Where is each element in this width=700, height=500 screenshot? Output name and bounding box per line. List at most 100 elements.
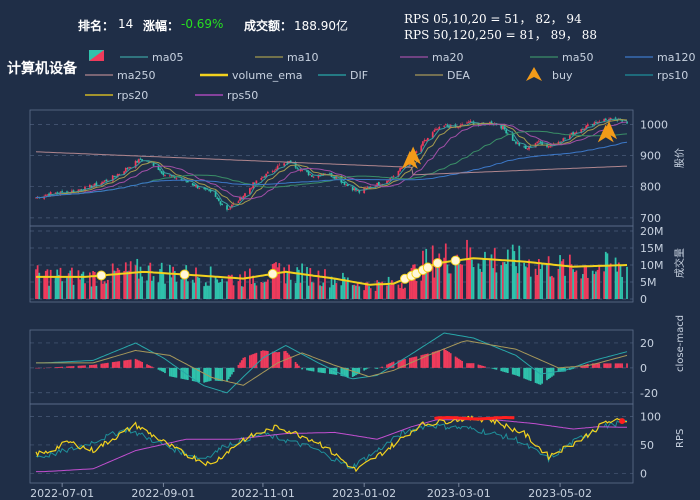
macd-hist-bar: [175, 367, 178, 378]
volume-bar: [255, 285, 258, 299]
volume-bar: [332, 284, 335, 299]
volume-bar: [619, 265, 622, 299]
price-candle: [438, 126, 441, 130]
macd-hist-bar: [276, 352, 279, 368]
price-candle: [139, 158, 142, 160]
volume-bar: [431, 245, 434, 299]
rps-tick-label: 100: [640, 411, 661, 424]
volume-bar: [160, 262, 163, 299]
price-candle: [570, 132, 573, 136]
macd-hist-bar: [306, 367, 308, 371]
macd-hist-bar: [67, 366, 70, 368]
volume-bar: [191, 279, 194, 299]
volume-bar: [128, 270, 130, 299]
volume-bar: [239, 274, 241, 299]
x-tick-label: 2022-11-01: [231, 487, 295, 500]
macd-hist-bar: [572, 367, 574, 369]
macd-hist-bar: [456, 357, 459, 368]
macd-hist-bar: [168, 367, 171, 377]
volume-bar: [147, 265, 150, 299]
macd-hist-bar: [137, 360, 140, 368]
volume-bar: [193, 282, 196, 299]
volume-bar: [294, 283, 297, 299]
macd-hist-bar: [35, 367, 37, 369]
volume-bar: [557, 268, 560, 299]
price-candle: [467, 122, 470, 123]
volume-bar: [606, 253, 609, 299]
macd-hist-bar: [606, 363, 609, 368]
volume-bar: [534, 268, 537, 299]
macd-hist-bar: [115, 361, 117, 368]
volume-tick-label: 15M: [640, 242, 664, 255]
price-candle: [477, 124, 480, 126]
volume-bar: [472, 267, 475, 299]
rps50-line: [36, 418, 628, 473]
macd-hist-bar: [90, 364, 93, 368]
macd-hist-bar: [217, 367, 220, 381]
price-candle: [95, 182, 98, 186]
price-candle: [289, 160, 292, 164]
macd-hist-bar: [95, 364, 98, 368]
macd-hist-bar: [77, 365, 80, 368]
volume-bar: [92, 271, 95, 299]
volume-bar: [129, 261, 132, 299]
volume-bar: [345, 281, 348, 299]
macd-hist-bar: [173, 367, 176, 378]
volume-bar: [443, 257, 446, 299]
macd-hist-bar: [536, 367, 539, 384]
macd-hist-bar: [604, 363, 607, 368]
volume-bar: [89, 272, 91, 299]
volume-bar: [141, 276, 143, 299]
price-candle: [185, 180, 188, 182]
volume-bar: [389, 284, 392, 299]
price-candle: [312, 176, 315, 178]
macd-hist-bar: [69, 366, 72, 368]
macd-hist-bar: [232, 367, 235, 373]
price-candle: [152, 163, 155, 166]
volume-bar: [157, 282, 160, 299]
volume-bar: [252, 275, 255, 299]
volume-bar: [505, 263, 508, 299]
volume-bar: [410, 267, 413, 299]
volume-axis-label: 成交量: [673, 248, 686, 278]
macd-hist-bar: [180, 367, 183, 379]
macd-hist-bar: [61, 366, 63, 368]
volume-bar: [56, 269, 59, 299]
macd-hist-bar: [273, 351, 276, 368]
volume-bar: [423, 269, 426, 299]
price-candle: [271, 171, 274, 172]
volume-bar: [265, 281, 268, 299]
price-candle: [595, 121, 597, 123]
volume-bar: [343, 277, 346, 299]
macd-axis-label: close-macd: [675, 315, 686, 372]
macd-hist-bar: [626, 363, 628, 368]
volume-bar: [286, 272, 289, 299]
macd-hist-bar: [469, 363, 472, 368]
macd-hist-bar: [146, 364, 148, 368]
volume-bar: [93, 271, 96, 299]
volume-bar: [461, 264, 463, 299]
volume-signal-dot: [422, 262, 433, 273]
price-candle: [387, 180, 390, 182]
legend-buy-icon: [526, 67, 542, 81]
macd-hist-bar: [71, 366, 73, 368]
price-candle: [48, 193, 50, 196]
legend-label-ma50: ma50: [562, 51, 593, 64]
price-candle: [296, 167, 299, 169]
volume-bar: [317, 270, 320, 299]
volume-signal-dot: [179, 269, 190, 280]
volume-bar: [146, 280, 148, 299]
change-label: 涨幅：: [143, 19, 180, 33]
volume-bar: [480, 271, 483, 299]
macd-hist-bar: [191, 367, 194, 382]
macd-hist-bar: [129, 359, 132, 368]
price-candle: [162, 172, 165, 176]
volume-bar: [552, 277, 555, 299]
volume-bar: [454, 260, 457, 299]
volume-signal-dot: [96, 270, 107, 281]
macd-hist-bar: [162, 367, 165, 372]
price-candle: [219, 201, 222, 205]
price-candle: [559, 142, 561, 144]
macd-hist-bar: [529, 367, 532, 382]
macd-hist-bar: [557, 367, 560, 373]
